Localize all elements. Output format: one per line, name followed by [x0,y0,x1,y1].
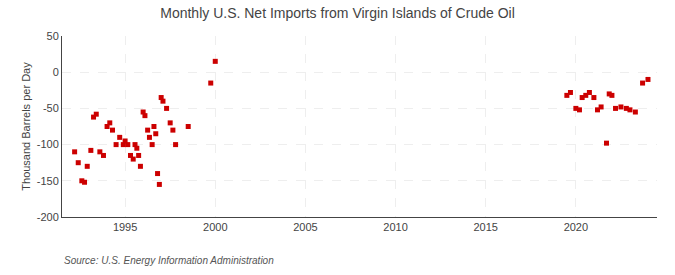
svg-text:2015: 2015 [473,221,497,233]
svg-text:2020: 2020 [564,221,588,233]
svg-text:-150: -150 [37,175,59,187]
svg-text:Source: U.S. Energy Informatio: Source: U.S. Energy Information Administ… [64,255,274,266]
svg-text:Monthly U.S. Net Imports from: Monthly U.S. Net Imports from Virgin Isl… [160,5,515,21]
svg-text:0: 0 [53,66,59,78]
svg-text:2010: 2010 [383,221,407,233]
svg-text:2005: 2005 [293,221,317,233]
svg-text:-50: -50 [43,102,59,114]
svg-text:-100: -100 [37,138,59,150]
svg-text:-200: -200 [37,211,59,223]
svg-text:1995: 1995 [113,221,137,233]
svg-text:2000: 2000 [203,221,227,233]
svg-text:Thousand Barrels per Day: Thousand Barrels per Day [20,62,32,191]
svg-text:50: 50 [47,30,59,42]
